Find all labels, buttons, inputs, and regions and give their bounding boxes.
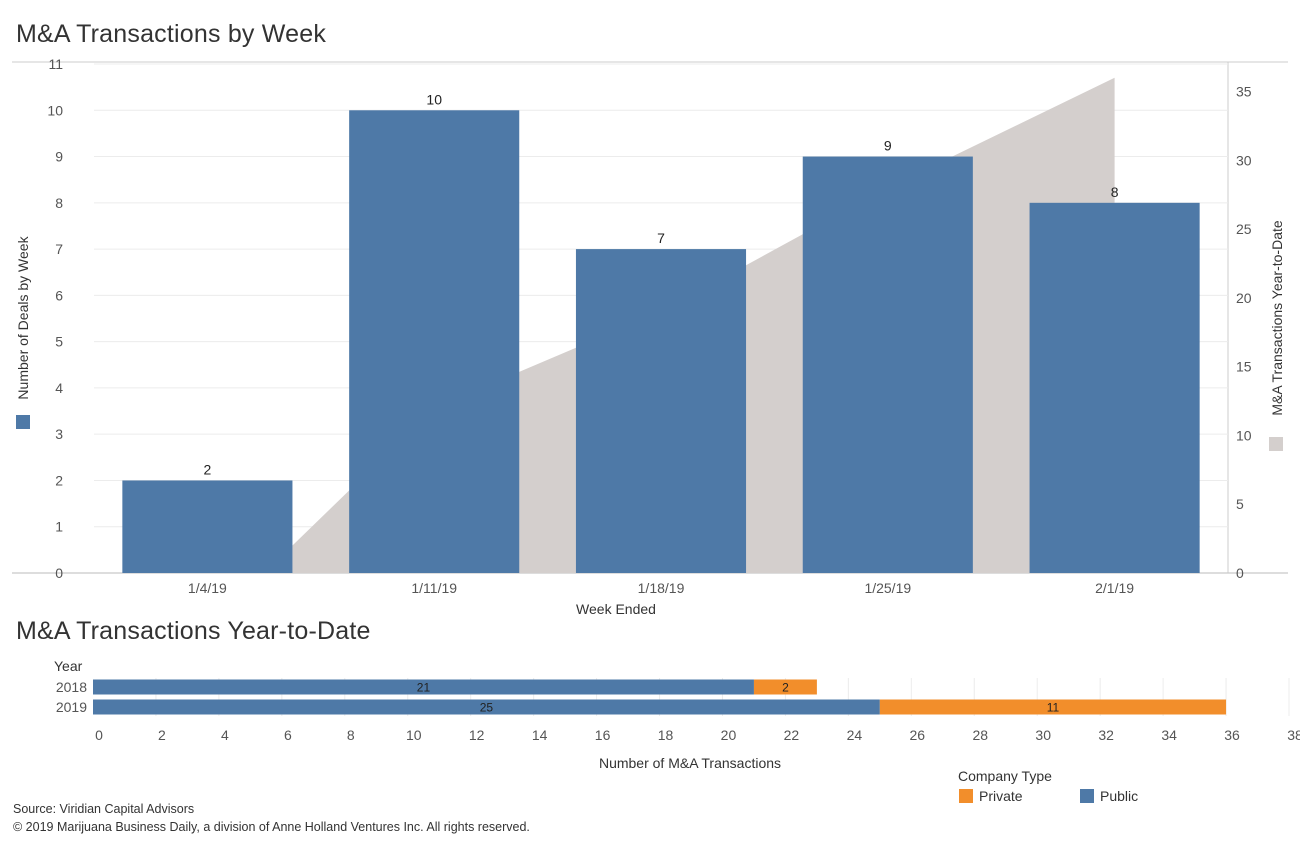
y-axis-title: Number of Deals by Week: [15, 235, 31, 399]
y-tick-label: 3: [55, 426, 63, 442]
y2-tick-label: 35: [1236, 84, 1252, 100]
y-tick-label: 10: [47, 102, 63, 118]
year-label: 2019: [56, 699, 87, 715]
y2-axis-swatch: [1269, 437, 1283, 451]
x-axis-title: Week Ended: [576, 601, 656, 617]
x2-tick-label: 14: [532, 727, 548, 743]
copyright-note: © 2019 Marijuana Business Daily, a divis…: [13, 820, 530, 834]
ytd-bar-segment: [93, 699, 880, 715]
x2-tick-label: 34: [1161, 727, 1177, 743]
weekly-bar: [802, 156, 973, 573]
ytd-segment-label: 25: [480, 701, 494, 715]
x2-tick-label: 8: [347, 727, 355, 743]
x2-tick-label: 30: [1035, 727, 1051, 743]
y-tick-label: 4: [55, 380, 63, 396]
x2-tick-label: 16: [595, 727, 611, 743]
x-tick-label: 1/11/19: [411, 580, 457, 596]
weekly-bar: [1029, 202, 1200, 573]
x-tick-label: 1/4/19: [188, 580, 227, 596]
x2-tick-label: 4: [221, 727, 229, 743]
ytd-segment-label: 11: [1047, 701, 1060, 715]
y-axis-swatch: [16, 415, 30, 429]
y-tick-label: 2: [55, 472, 63, 488]
bar-value-label: 9: [884, 138, 892, 154]
y2-tick-label: 25: [1236, 221, 1252, 237]
ytd-bar-segment: [753, 679, 817, 695]
x2-tick-label: 20: [721, 727, 737, 743]
ytd-segment-label: 2: [782, 681, 789, 695]
ytd-segment-label: 21: [417, 681, 431, 695]
x2-tick-label: 10: [406, 727, 422, 743]
ytd-chart-title: M&A Transactions Year-to-Date: [16, 617, 371, 645]
legend-label-private: Private: [979, 788, 1023, 804]
y-tick-label: 7: [55, 241, 63, 257]
x2-tick-label: 12: [469, 727, 485, 743]
x2-tick-label: 22: [784, 727, 800, 743]
bar-value-label: 8: [1111, 184, 1119, 200]
y-tick-label: 5: [55, 334, 63, 350]
weekly-bar: [349, 110, 520, 573]
y-tick-label: 8: [55, 195, 63, 211]
x2-tick-label: 26: [910, 727, 926, 743]
y2-tick-label: 30: [1236, 152, 1252, 168]
ytd-bar-segment: [93, 679, 754, 695]
weekly-bar: [575, 249, 747, 573]
source-note: Source: Viridian Capital Advisors: [13, 802, 195, 816]
legend-item-public[interactable]: Public: [1080, 788, 1138, 804]
y2-tick-label: 5: [1236, 496, 1244, 512]
weekly-bar: [122, 480, 293, 573]
x2-tick-label: 38: [1287, 727, 1300, 743]
year-label: 2018: [56, 679, 87, 695]
legend-swatch-private: [959, 789, 973, 803]
x2-tick-label: 6: [284, 727, 292, 743]
x2-axis-title: Number of M&A Transactions: [599, 755, 781, 771]
year-axis-header: Year: [54, 658, 83, 674]
legend-item-private[interactable]: Private: [959, 788, 1023, 804]
x2-tick-label: 24: [847, 727, 863, 743]
y-tick-label: 9: [55, 149, 63, 165]
y-tick-label: 0: [55, 565, 63, 581]
bar-value-label: 2: [204, 461, 212, 477]
y2-tick-label: 10: [1236, 427, 1252, 443]
y2-axis-title: M&A Transactions Year-to-Date: [1269, 220, 1285, 416]
y-tick-label: 11: [48, 56, 63, 72]
y2-tick-label: 20: [1236, 290, 1252, 306]
x2-tick-label: 36: [1224, 727, 1240, 743]
x2-tick-label: 2: [158, 727, 166, 743]
x2-tick-label: 18: [658, 727, 674, 743]
x-tick-label: 1/25/19: [864, 580, 911, 596]
x2-tick-label: 0: [95, 727, 103, 743]
y2-tick-label: 15: [1236, 359, 1252, 375]
weekly-chart-title: M&A Transactions by Week: [16, 20, 327, 48]
legend-swatch-public: [1080, 789, 1094, 803]
bar-value-label: 10: [426, 91, 442, 107]
x-tick-label: 2/1/19: [1095, 580, 1134, 596]
legend-title: Company Type: [958, 768, 1052, 784]
ytd-bar-segment: [879, 699, 1227, 715]
x2-tick-label: 28: [972, 727, 988, 743]
x-tick-label: 1/18/19: [638, 580, 685, 596]
y-tick-label: 1: [55, 519, 63, 535]
legend-label-public: Public: [1100, 788, 1139, 804]
x2-tick-label: 32: [1098, 727, 1114, 743]
bar-value-label: 7: [657, 230, 665, 246]
y-tick-label: 6: [55, 287, 63, 303]
y2-tick-label: 0: [1236, 565, 1244, 581]
